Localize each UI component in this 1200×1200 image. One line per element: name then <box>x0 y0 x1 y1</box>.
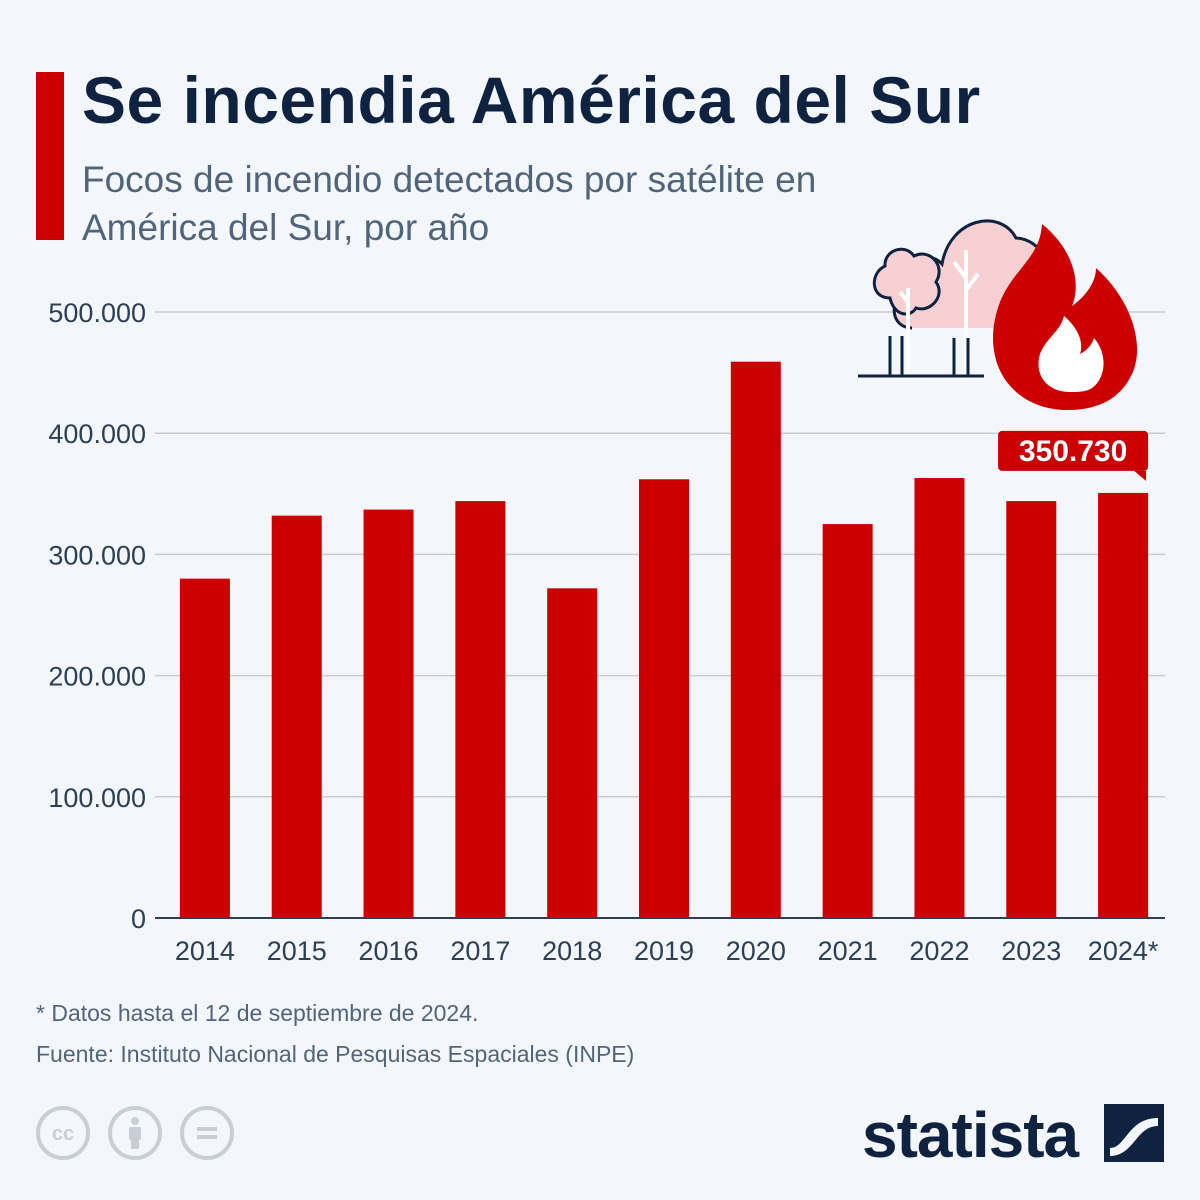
value-callout-pointer <box>1134 470 1147 481</box>
bar <box>1006 501 1057 918</box>
bar <box>914 478 965 918</box>
page-subtitle: Focos de incendio detectados por satélit… <box>82 159 817 248</box>
bar <box>271 515 322 918</box>
value-label: 350.730 <box>1019 435 1127 468</box>
bar <box>363 509 414 918</box>
page-title: Se incendia América del Sur <box>82 63 981 137</box>
x-tick-label: 2021 <box>818 936 878 966</box>
bar <box>455 501 506 918</box>
no-derivatives-icon[interactable] <box>180 1106 234 1160</box>
bar-chart: 0 100.000 200.000 300.000 400.000 500.000 2014… <box>48 298 1165 966</box>
x-tick-label: 2015 <box>267 936 327 966</box>
statista-logo[interactable]: statista <box>862 1099 1079 1171</box>
bar <box>822 524 873 918</box>
cc-icon[interactable]: cc <box>36 1106 90 1160</box>
x-tick-label: 2014 <box>175 936 235 966</box>
x-tick-label: 2016 <box>359 936 419 966</box>
y-tick-label: 500.000 <box>48 298 146 328</box>
bar <box>1098 492 1149 918</box>
value-callout <box>998 430 1149 471</box>
x-tick-label: 2020 <box>726 936 786 966</box>
y-tick-label: 300.000 <box>48 540 146 570</box>
x-tick-label: 2017 <box>450 936 510 966</box>
y-tick-label: 200.000 <box>48 662 146 692</box>
bar <box>547 588 598 918</box>
x-tick-label: 2018 <box>542 936 602 966</box>
bar <box>179 578 230 918</box>
bar <box>730 361 781 918</box>
y-tick-label: 100.000 <box>48 783 146 813</box>
forest-fire-illustration <box>858 219 1138 410</box>
y-tick-label: 400.000 <box>48 419 146 449</box>
attribution-icon[interactable] <box>108 1106 162 1160</box>
x-tick-label: 2022 <box>909 936 969 966</box>
flame-icon <box>993 224 1138 410</box>
footnote: * Datos hasta el 12 de septiembre de 202… <box>36 1000 479 1026</box>
statista-logo-icon <box>1104 1104 1164 1162</box>
title-accent-bar <box>36 72 64 240</box>
source-note: Fuente: Instituto Nacional de Pesquisas … <box>36 1041 635 1067</box>
x-tick-label: 2023 <box>1001 936 1061 966</box>
svg-text:cc: cc <box>52 1123 74 1145</box>
bar <box>639 479 689 918</box>
x-tick-label: 2024* <box>1088 936 1159 966</box>
x-tick-label: 2019 <box>634 936 694 966</box>
y-tick-label: 0 <box>131 904 146 934</box>
